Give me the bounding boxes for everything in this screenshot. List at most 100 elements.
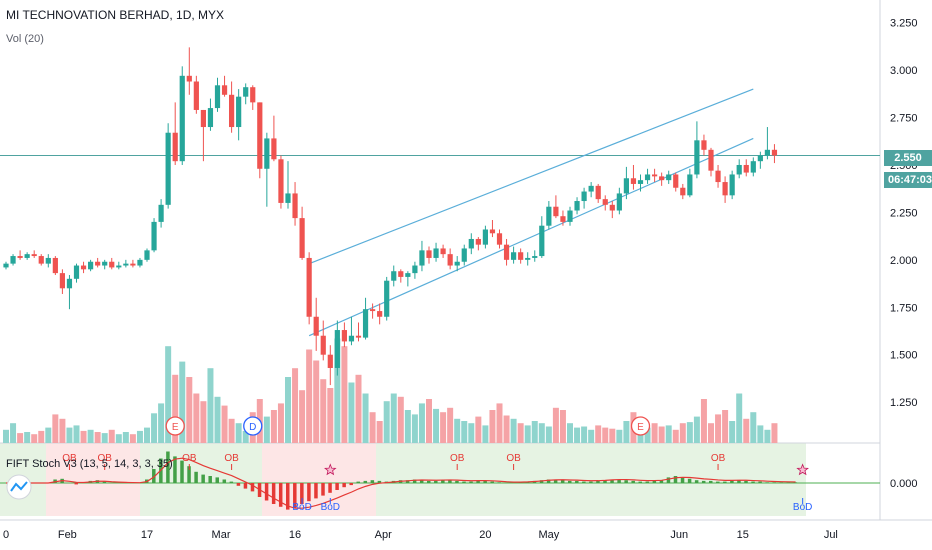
candle-body [271,138,277,160]
candle-body [461,248,467,262]
candle-body [475,238,481,245]
osc-histogram-bar [673,476,678,483]
osc-histogram-bar [419,480,424,483]
candle-body [327,354,333,368]
volume-bar [729,421,736,443]
candle-body [666,174,672,181]
osc-histogram-bar [701,480,706,483]
volume-bar [277,403,284,443]
volume-bar [376,421,383,443]
osc-histogram-bar [264,483,269,501]
osc-histogram-bar [405,480,410,483]
volume-bar [348,382,355,443]
overbought-signal: OB [450,453,465,464]
volume-bar [200,401,207,443]
volume-bar [658,426,665,443]
earnings-marker [165,416,185,436]
candle-body [292,193,298,219]
volume-bar [552,407,559,443]
volume-bar [440,412,447,443]
volume-bar [418,403,425,443]
y-tick-label: 1.250 [890,397,918,409]
candle-body [616,193,622,211]
indicator-label[interactable]: FIFT Stoch V3 (13, 5, 14, 3, 3, 35) [6,458,173,470]
candle-body [38,256,44,264]
candle-body [355,335,362,338]
channel-upper-line [308,88,754,265]
osc-histogram-bar [166,451,170,483]
candle-body [320,335,326,355]
y-tick-label: 3.250 [890,18,918,30]
osc-histogram-bar [631,480,635,483]
x-tick-label: 17 [141,529,153,541]
candle-body [489,229,496,234]
volume-bar [771,423,778,443]
symbol-title[interactable]: MI TECHNOVATION BERHAD, 1D, MYX [6,8,225,22]
candle-body [264,138,270,169]
volume-bar [31,434,38,443]
x-tick-label: 0 [3,529,9,541]
candle-body [609,204,615,211]
osc-histogram-bar [737,480,741,483]
volume-bar [764,429,771,443]
candle-body [419,250,425,266]
osc-histogram-bar [476,480,480,483]
volume-bar [468,423,475,443]
volume-bar [574,427,581,443]
volume-bar [736,393,743,443]
volume-bar [158,403,165,443]
candle-body [771,149,778,156]
osc-histogram-bar [539,480,544,483]
osc-histogram-bar [716,481,720,483]
osc-histogram-bar [462,481,466,483]
candle-body [764,149,770,156]
y-tick-label: 3.000 [890,65,918,77]
candle-body [567,210,573,222]
volume-bar [10,423,17,443]
volume-bar [390,393,397,443]
candle-body [334,330,340,368]
volume-bar [545,426,552,443]
osc-histogram-bar [448,480,452,483]
volume-bar [623,421,630,443]
candle-body [405,273,411,277]
osc-histogram-bar [321,483,325,496]
y-tick-label: 2.000 [890,255,918,267]
osc-histogram-bar [680,477,685,483]
x-tick-label: Mar [212,529,231,541]
volume-label[interactable]: Vol (20) [6,33,44,45]
candle-body [574,201,580,211]
candle-body [539,225,545,257]
candle-body [24,254,30,258]
candle-body [137,259,143,266]
candle-body [370,309,376,312]
volume-bar [355,374,362,443]
volume-bar [538,423,545,443]
event-marker-letter: E [172,422,179,433]
osc-histogram-bar [173,456,177,483]
volume-bar [700,399,707,443]
star-icon [324,463,337,476]
candle-body [80,265,87,270]
osc-histogram-bar [723,481,727,483]
candle-body [391,271,397,281]
volume-bar [186,377,193,443]
candle-body [496,233,503,245]
volume-bar [80,430,87,443]
osc-histogram-bar [412,479,417,483]
osc-histogram-bar [222,479,227,483]
volume-bar [475,416,482,443]
candle-body [588,185,594,192]
overbought-signal: OB [506,453,521,464]
osc-histogram-bar [568,480,572,483]
osc-histogram-bar [596,480,600,483]
candle-body [158,204,164,222]
volume-bar [679,423,686,443]
osc-histogram-bar [553,479,558,483]
osc-bg-green-1 [140,443,262,516]
candle-body [680,187,686,196]
volume-bar [73,425,80,443]
candle-body [95,261,101,266]
